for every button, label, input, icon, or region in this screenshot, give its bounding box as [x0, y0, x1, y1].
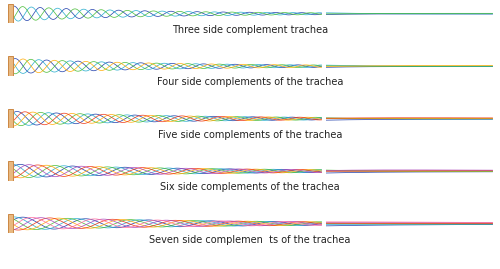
- Bar: [8, 4, 13, 23]
- Bar: [8, 109, 13, 128]
- Bar: [8, 56, 13, 76]
- Text: Six side complements of the trachea: Six side complements of the trachea: [160, 182, 340, 192]
- Text: Four side complements of the trachea: Four side complements of the trachea: [157, 77, 343, 87]
- Text: Five side complements of the trachea: Five side complements of the trachea: [158, 130, 342, 140]
- Bar: [8, 214, 13, 233]
- Text: Seven side complemen  ts of the trachea: Seven side complemen ts of the trachea: [150, 235, 350, 245]
- Bar: [8, 161, 13, 181]
- Text: Three side complement trachea: Three side complement trachea: [172, 25, 328, 35]
